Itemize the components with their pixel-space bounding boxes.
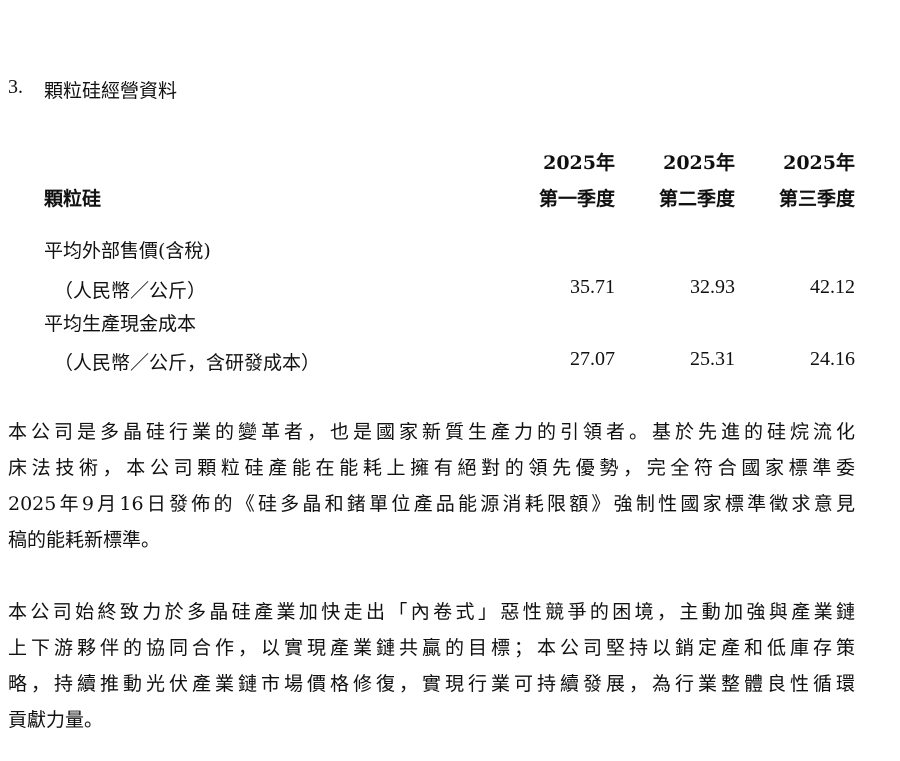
paragraph-line: 略，持續推動光伏產業鏈市場價格修復，實現行業可持續發展，為行業整體良性循環 bbox=[8, 673, 855, 695]
column-quarter: 第三季度 bbox=[778, 188, 855, 210]
table-cell: 27.07 bbox=[570, 348, 615, 370]
paragraph-line: 本公司始終致力於多晶硅產業加快走出「內卷式」惡性競爭的困境，主動加強與產業鏈 bbox=[8, 601, 855, 623]
row-sublabel: （人民幣／公斤，含研發成本） bbox=[54, 352, 321, 374]
table-cell: 25.31 bbox=[690, 348, 735, 370]
table-row-header: 顆粒硅 bbox=[44, 188, 102, 210]
column-year: 2025年 bbox=[783, 152, 855, 174]
paragraph-line: 貢獻力量。 bbox=[8, 709, 104, 731]
paragraph-line: 本公司是多晶硅行業的變革者，也是國家新質生產力的引領者。基於先進的硅烷流化 bbox=[8, 421, 855, 443]
row-label: 平均生產現金成本 bbox=[44, 313, 197, 335]
paragraph-line: 2025年9月16日發佈的《硅多晶和鍺單位產品能源消耗限額》強制性國家標準徵求意… bbox=[8, 493, 855, 515]
column-quarter: 第一季度 bbox=[538, 188, 615, 210]
section-number: 3. bbox=[8, 76, 23, 98]
table-cell: 32.93 bbox=[690, 276, 735, 298]
column-quarter: 第二季度 bbox=[658, 188, 735, 210]
column-year: 2025年 bbox=[543, 152, 615, 174]
paragraph-line: 床法技術，本公司顆粒硅產能在能耗上擁有絕對的領先優勢，完全符合國家標準委 bbox=[8, 457, 855, 479]
paragraph-line: 上下游夥伴的協同合作，以實現產業鏈共贏的目標；本公司堅持以銷定產和低庫存策 bbox=[8, 637, 855, 659]
paragraph-line: 稿的能耗新標準。 bbox=[8, 529, 161, 551]
table-cell: 24.16 bbox=[810, 348, 855, 370]
table-cell: 42.12 bbox=[810, 276, 855, 298]
row-sublabel: （人民幣／公斤） bbox=[54, 280, 207, 302]
row-label: 平均外部售價(含稅) bbox=[44, 240, 211, 262]
column-year: 2025年 bbox=[663, 152, 735, 174]
section-title: 顆粒硅經營資料 bbox=[44, 80, 178, 102]
table-cell: 35.71 bbox=[570, 276, 615, 298]
